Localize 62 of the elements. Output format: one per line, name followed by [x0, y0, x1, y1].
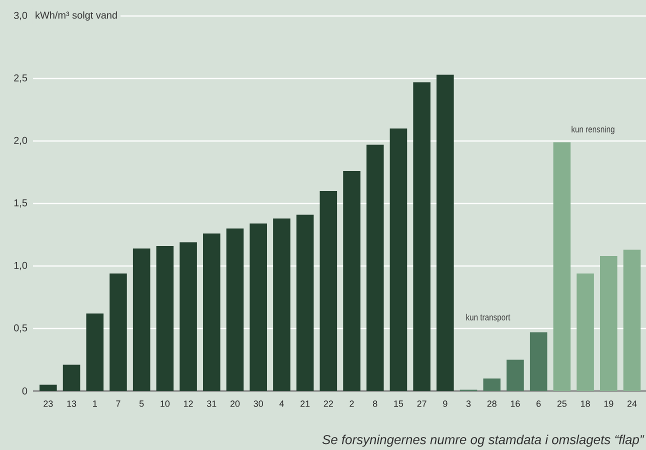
x-tick-label: 28 — [487, 400, 496, 407]
annotation: kun transport — [466, 314, 510, 322]
y-tick-label: 2,0 — [14, 136, 28, 146]
x-tick-label: 4 — [279, 400, 284, 407]
x-tick-label: 24 — [627, 400, 637, 407]
x-tick-label: 8 — [373, 400, 378, 407]
x-tick-label: 9 — [443, 400, 448, 407]
bar — [296, 214, 314, 391]
y-axis-title: kWh/m³ solgt vand — [36, 11, 117, 21]
y-tick-label: 0,5 — [14, 324, 28, 333]
bar — [156, 246, 174, 391]
bar — [343, 170, 360, 391]
x-tick-label: 13 — [67, 400, 76, 407]
bar — [530, 332, 548, 391]
bar — [600, 256, 618, 391]
x-tick-label: 18 — [580, 400, 590, 407]
bar — [366, 144, 384, 391]
bar — [132, 248, 150, 391]
bar — [390, 128, 408, 391]
y-tick-label: 1,0 — [14, 262, 28, 270]
x-tick-label: 10 — [160, 400, 170, 407]
bar — [320, 190, 338, 391]
x-tick-label: 31 — [207, 400, 216, 407]
bar — [250, 223, 267, 391]
x-tick-label: 22 — [324, 400, 333, 407]
x-tick-label: 5 — [139, 400, 144, 407]
bar — [203, 233, 220, 391]
x-tick-label: 20 — [230, 400, 240, 407]
bar — [180, 242, 197, 391]
bar — [413, 82, 430, 391]
x-tick-label: 19 — [604, 400, 614, 407]
y-tick-label: 3,0 — [14, 12, 28, 20]
annotation: kun rensning — [572, 126, 614, 134]
bar — [436, 74, 454, 391]
x-tick-label: 12 — [184, 400, 193, 407]
x-tick-label: 6 — [536, 400, 541, 407]
bar — [506, 360, 524, 391]
x-tick-label: 1 — [93, 400, 97, 407]
x-tick-label: 3 — [466, 400, 471, 407]
x-tick-label: 23 — [44, 400, 53, 407]
y-tick-label: 2,5 — [14, 74, 28, 83]
bar — [86, 314, 104, 391]
y-tick-label: 1,5 — [14, 199, 28, 208]
bar — [62, 364, 80, 391]
bar — [576, 273, 594, 391]
x-tick-label: 30 — [254, 400, 263, 407]
y-tick-label: 0 — [22, 387, 28, 395]
x-tick-label: 25 — [557, 400, 567, 407]
bar — [226, 228, 244, 391]
x-tick-label: 27 — [417, 400, 426, 407]
x-tick-label: 2 — [350, 400, 354, 407]
bar — [273, 218, 290, 391]
bar — [553, 142, 571, 391]
x-tick-label: 15 — [394, 400, 404, 407]
x-tick-label: 16 — [510, 400, 520, 407]
bar — [40, 384, 57, 391]
text: Se forsyningernes numre og stamdata i omslagets “flap” — [322, 434, 644, 447]
x-tick-label: 21 — [300, 400, 310, 407]
bar — [623, 250, 641, 391]
bar — [483, 378, 501, 391]
x-tick-label: 7 — [116, 400, 120, 407]
bar — [110, 273, 127, 391]
